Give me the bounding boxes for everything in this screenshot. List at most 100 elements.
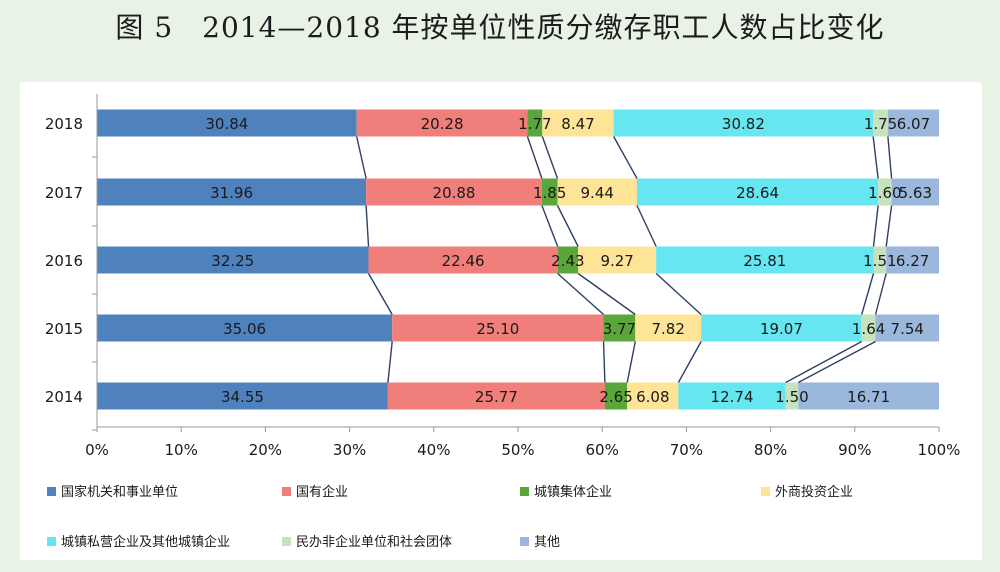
bar-segment	[635, 314, 702, 342]
legend-swatch	[520, 487, 529, 496]
legend-label: 国家机关和事业单位	[61, 484, 178, 500]
series-connector	[556, 205, 579, 247]
data-label: 32.25	[211, 252, 254, 270]
legend-label: 民办非企业单位和社会团体	[296, 534, 452, 550]
legend-label: 其他	[534, 535, 560, 550]
series-connector	[872, 205, 879, 247]
series-connector	[785, 340, 863, 384]
x-tick-label: 60%	[586, 441, 619, 459]
bar-segment	[627, 382, 679, 410]
data-label: 34.55	[221, 388, 264, 406]
data-label: 8.47	[561, 115, 594, 133]
bar-segment	[873, 246, 887, 274]
connectors-group	[355, 136, 893, 384]
bar-segment	[891, 178, 939, 206]
bar-segment	[886, 246, 939, 274]
data-label: 9.44	[581, 184, 614, 202]
bar-segment	[678, 382, 786, 410]
y-tick-label: 2015	[45, 320, 83, 338]
bar-segment	[557, 178, 637, 206]
data-label: 2.43	[551, 252, 584, 270]
x-tick-label: 40%	[417, 441, 450, 459]
y-tick-label: 2018	[45, 115, 83, 133]
legend-swatch	[47, 487, 56, 496]
series-connector	[577, 272, 636, 316]
bar-segment	[97, 178, 367, 206]
legend-swatch	[282, 537, 291, 546]
legend-swatch	[47, 537, 56, 546]
series-connector	[887, 136, 893, 179]
bar-segment	[785, 382, 799, 410]
series-connector	[613, 136, 638, 179]
bar-segment	[875, 314, 939, 342]
data-label: 20.28	[421, 115, 464, 133]
data-label: 7.82	[652, 320, 685, 338]
data-label: 1.85	[533, 184, 566, 202]
data-label: 25.77	[475, 388, 518, 406]
data-label: 1.60	[868, 184, 901, 202]
data-label: 1.51	[863, 252, 896, 270]
bar-segment	[878, 178, 892, 206]
bar-segment	[861, 314, 876, 342]
series-connector	[367, 273, 393, 315]
y-tick-label: 2017	[45, 184, 83, 202]
axes-group: 2018 2017 2016 2015 2014 0% 10% 20% 30% 40% 50% 60%…	[45, 94, 961, 459]
bar-segment	[798, 382, 939, 410]
data-label: 35.06	[223, 320, 266, 338]
data-label: 1.50	[775, 388, 808, 406]
bar-segment	[97, 246, 369, 274]
series-connector	[541, 205, 559, 247]
series-connector	[365, 205, 370, 247]
bar-segment	[701, 314, 862, 342]
bar-segment	[527, 109, 543, 137]
data-label: 6.27	[896, 252, 929, 270]
bar-segment	[656, 246, 874, 274]
data-label: 12.74	[711, 388, 754, 406]
bar-segment	[97, 382, 388, 410]
data-label: 20.88	[433, 184, 476, 202]
x-tick-label: 100%	[918, 441, 961, 459]
data-label: 1.77	[518, 115, 551, 133]
data-label: 1.64	[852, 320, 885, 338]
x-tick-label: 70%	[670, 441, 703, 459]
y-tick-label: 2014	[45, 388, 83, 406]
series-connector	[655, 272, 702, 316]
bar-segment	[97, 314, 393, 342]
series-connector	[872, 136, 879, 179]
series-connector	[861, 273, 875, 315]
series-connector	[541, 136, 559, 179]
bar-segment	[366, 178, 542, 206]
bar-segment	[542, 109, 614, 137]
x-tick-label: 50%	[501, 441, 534, 459]
data-label: 25.81	[743, 252, 786, 270]
stacked-bar-chart: 30.84 20.28 1.77 8.47 30.82 1.75 6.07 31.96 20.8…	[45, 94, 961, 550]
series-connector	[355, 136, 367, 179]
legend-swatch	[761, 487, 770, 496]
bar-segment	[873, 109, 888, 137]
bars-group	[97, 109, 939, 410]
data-label: 28.64	[736, 184, 779, 202]
legend-swatch	[282, 487, 291, 496]
data-label: 31.96	[210, 184, 253, 202]
data-label: 1.75	[864, 115, 897, 133]
legend-label: 国有企业	[296, 484, 348, 500]
series-connector	[387, 341, 393, 383]
data-label: 16.71	[847, 388, 890, 406]
bar-segment	[636, 178, 879, 206]
data-label: 2.65	[599, 388, 632, 406]
bar-segment	[387, 382, 605, 410]
data-label: 19.07	[760, 320, 803, 338]
series-connector	[797, 340, 876, 384]
data-label: 22.46	[442, 252, 485, 270]
bar-segment	[541, 178, 558, 206]
series-connector	[636, 205, 657, 247]
data-label: 9.27	[600, 252, 633, 270]
bar-segment	[557, 246, 579, 274]
bar-segment	[356, 109, 528, 137]
data-label: 5.63	[899, 184, 932, 202]
x-tick-label: 10%	[165, 441, 198, 459]
bar-segment	[603, 314, 636, 342]
series-connector	[526, 136, 543, 179]
data-label: 25.10	[476, 320, 519, 338]
